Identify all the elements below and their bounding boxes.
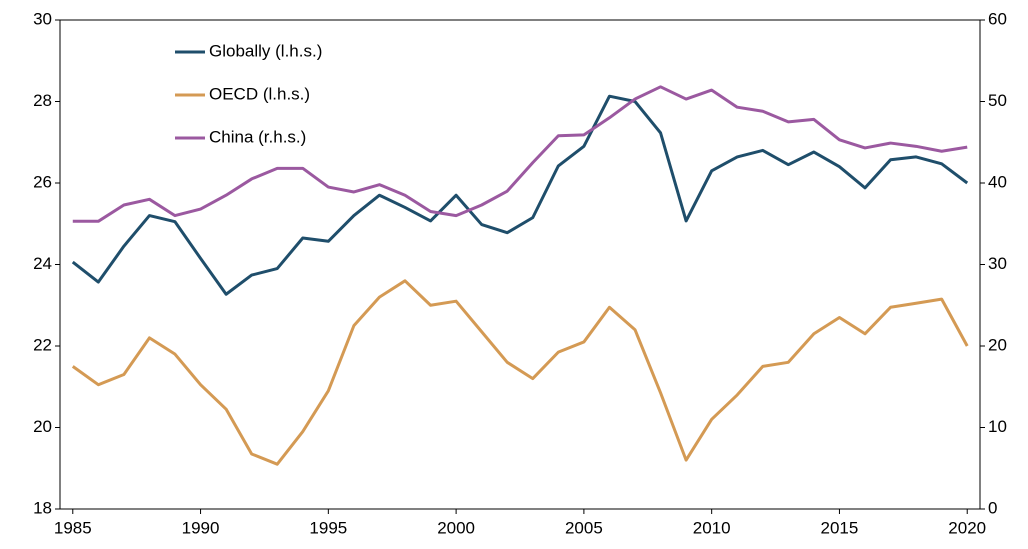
y2-tick-label: 60 [988, 9, 1007, 28]
y2-tick-label: 20 [988, 335, 1007, 354]
plot-frame [59, 19, 981, 510]
line-series [71, 94, 969, 296]
y-tick-label: 26 [33, 172, 52, 191]
y-tick-label: 24 [33, 254, 52, 273]
y2-tick-label: 40 [988, 172, 1007, 191]
x-tick-label: 2015 [821, 518, 859, 537]
y-tick-label: 22 [33, 335, 52, 354]
x-tick-label: 1985 [54, 518, 92, 537]
y-tick-label: 18 [33, 498, 52, 517]
legend-label: Globally (l.h.s.) [209, 41, 322, 60]
x-tick-label: 1995 [309, 518, 347, 537]
y2-tick-label: 30 [988, 254, 1007, 273]
x-tick-label: 2005 [565, 518, 603, 537]
y2-tick-label: 10 [988, 417, 1007, 436]
line-series [71, 279, 969, 466]
x-tick-label: 2020 [948, 518, 986, 537]
legend-label: OECD (l.h.s.) [209, 84, 310, 103]
x-tick-label: 2000 [437, 518, 475, 537]
y-tick-label: 20 [33, 417, 52, 436]
legend-label: China (r.h.s.) [209, 127, 306, 146]
y-tick-label: 30 [33, 9, 52, 28]
y2-tick-label: 0 [988, 498, 997, 517]
y2-tick-label: 50 [988, 91, 1007, 110]
line-series [72, 85, 968, 223]
y-tick-label: 28 [33, 91, 52, 110]
x-tick-label: 2010 [693, 518, 731, 537]
x-tick-label: 1990 [182, 518, 220, 537]
